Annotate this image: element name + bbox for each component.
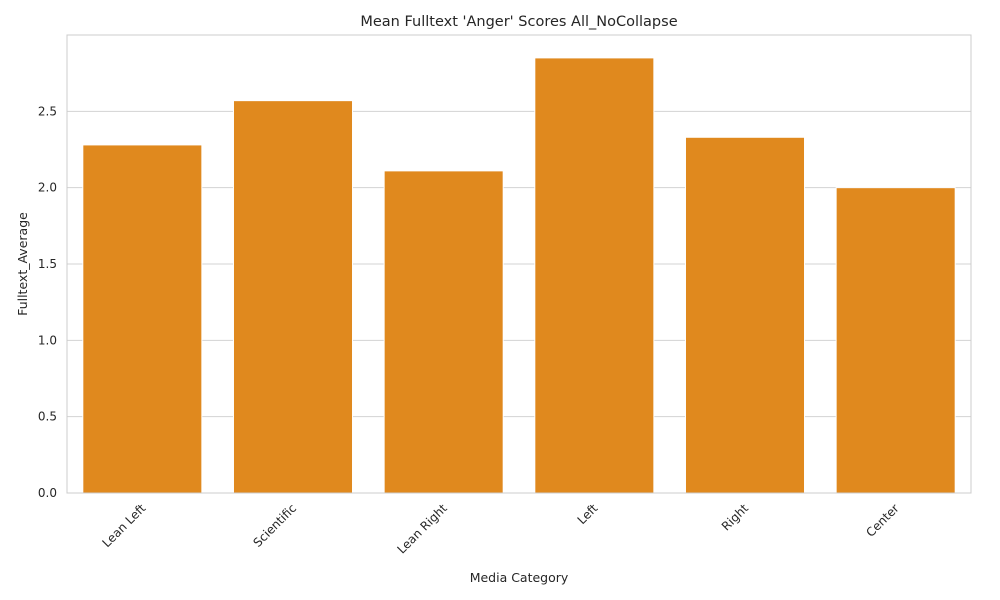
y-tick-label: 2.5 xyxy=(38,104,57,118)
y-tick-label: 1.0 xyxy=(38,333,57,347)
y-axis-ticks: 0.0 0.5 1.0 1.5 2.0 2.5 xyxy=(38,104,57,500)
bar xyxy=(835,187,956,494)
y-tick-label: 1.5 xyxy=(38,257,57,271)
chart-title: Mean Fulltext 'Anger' Scores All_NoColla… xyxy=(360,14,677,30)
bar xyxy=(383,170,504,494)
plot-frame xyxy=(66,34,972,494)
y-tick-label: 0.5 xyxy=(38,410,57,424)
bar xyxy=(232,100,354,494)
y-axis-label: Fulltext_Average xyxy=(15,212,30,316)
bar xyxy=(82,144,203,494)
bar xyxy=(684,136,806,494)
bar xyxy=(534,57,655,494)
y-tick-label: 2.0 xyxy=(38,181,57,195)
x-axis-label: Media Category xyxy=(470,570,569,585)
bars xyxy=(82,57,956,494)
y-tick-label: 0.0 xyxy=(38,486,57,500)
